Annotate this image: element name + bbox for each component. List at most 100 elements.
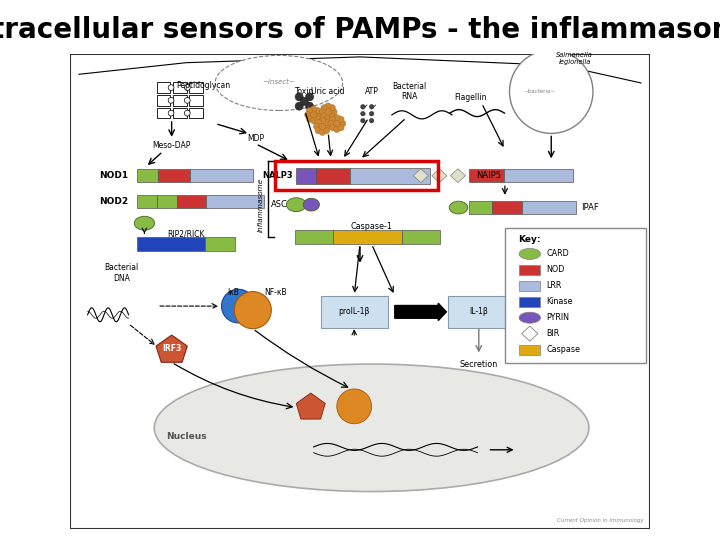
- Text: Salmonella
legionella: Salmonella legionella: [556, 52, 593, 65]
- Text: Nucleus: Nucleus: [166, 432, 207, 441]
- Ellipse shape: [154, 364, 589, 491]
- Text: IκB: IκB: [228, 288, 240, 297]
- Text: proIL-1β: proIL-1β: [338, 307, 370, 316]
- Text: Kinase: Kinase: [546, 297, 572, 306]
- Text: ATP: ATP: [364, 87, 379, 96]
- Circle shape: [329, 113, 336, 119]
- Circle shape: [323, 119, 330, 125]
- Circle shape: [310, 112, 317, 118]
- Text: NOD: NOD: [546, 265, 564, 274]
- Circle shape: [319, 123, 325, 130]
- Text: MDP: MDP: [247, 133, 264, 143]
- FancyBboxPatch shape: [519, 297, 540, 307]
- Text: Intracellular sensors of PAMPs - the inflammasome: Intracellular sensors of PAMPs - the inf…: [0, 16, 720, 44]
- Circle shape: [330, 109, 337, 115]
- Circle shape: [315, 116, 321, 122]
- Circle shape: [310, 118, 317, 124]
- Text: NOD2: NOD2: [99, 197, 128, 206]
- Circle shape: [315, 119, 321, 125]
- Circle shape: [361, 111, 365, 116]
- Circle shape: [325, 123, 331, 130]
- Circle shape: [234, 292, 271, 329]
- FancyBboxPatch shape: [469, 201, 492, 214]
- Circle shape: [315, 127, 321, 134]
- Text: NOD1: NOD1: [99, 171, 128, 180]
- Ellipse shape: [303, 198, 320, 211]
- Circle shape: [338, 116, 344, 123]
- Text: ~bacteria~: ~bacteria~: [523, 89, 556, 94]
- Circle shape: [333, 120, 340, 127]
- Text: IRF3: IRF3: [162, 344, 181, 353]
- Circle shape: [305, 112, 311, 118]
- FancyBboxPatch shape: [173, 108, 186, 118]
- FancyBboxPatch shape: [156, 108, 171, 118]
- Text: Peptidoglycan: Peptidoglycan: [176, 82, 230, 90]
- Circle shape: [369, 118, 374, 123]
- Text: NF-κB: NF-κB: [265, 288, 287, 297]
- FancyBboxPatch shape: [522, 201, 576, 214]
- FancyBboxPatch shape: [448, 296, 510, 328]
- Circle shape: [319, 118, 325, 124]
- Ellipse shape: [215, 56, 343, 111]
- FancyBboxPatch shape: [137, 195, 157, 208]
- Circle shape: [168, 110, 174, 116]
- Polygon shape: [413, 168, 428, 183]
- FancyBboxPatch shape: [504, 169, 573, 183]
- FancyBboxPatch shape: [71, 54, 649, 529]
- Circle shape: [361, 104, 365, 109]
- Text: Caspase: Caspase: [546, 345, 580, 354]
- Polygon shape: [296, 393, 325, 419]
- FancyBboxPatch shape: [158, 169, 189, 183]
- Circle shape: [184, 110, 190, 116]
- Ellipse shape: [134, 216, 155, 230]
- Circle shape: [313, 123, 320, 130]
- FancyBboxPatch shape: [206, 195, 264, 208]
- Circle shape: [337, 389, 372, 424]
- FancyBboxPatch shape: [137, 169, 158, 183]
- Text: Bacterial
RNA: Bacterial RNA: [392, 82, 426, 102]
- Circle shape: [333, 126, 340, 132]
- FancyBboxPatch shape: [333, 230, 402, 245]
- Circle shape: [300, 97, 308, 106]
- Circle shape: [330, 124, 336, 131]
- Circle shape: [338, 124, 344, 131]
- Text: Inflammasome: Inflammasome: [257, 178, 264, 232]
- Circle shape: [305, 93, 314, 101]
- Circle shape: [168, 85, 174, 91]
- Circle shape: [333, 114, 340, 121]
- FancyBboxPatch shape: [469, 169, 504, 183]
- Polygon shape: [451, 168, 465, 183]
- Text: Key:: Key:: [518, 235, 540, 244]
- FancyBboxPatch shape: [173, 83, 186, 93]
- Circle shape: [369, 104, 374, 109]
- Text: IPAF: IPAF: [581, 203, 599, 212]
- FancyBboxPatch shape: [519, 345, 540, 355]
- FancyBboxPatch shape: [505, 228, 647, 363]
- Text: LRR: LRR: [546, 281, 562, 291]
- FancyBboxPatch shape: [295, 230, 333, 245]
- FancyBboxPatch shape: [189, 108, 203, 118]
- Text: Uric acid: Uric acid: [311, 87, 345, 96]
- Circle shape: [319, 129, 325, 136]
- Text: Secretion: Secretion: [459, 360, 498, 368]
- Text: BIR: BIR: [546, 329, 559, 338]
- FancyBboxPatch shape: [519, 265, 540, 275]
- FancyBboxPatch shape: [137, 238, 204, 251]
- Circle shape: [329, 105, 336, 111]
- Text: IL-1β: IL-1β: [469, 307, 488, 316]
- Polygon shape: [156, 335, 187, 362]
- FancyBboxPatch shape: [204, 238, 235, 251]
- FancyBboxPatch shape: [156, 95, 171, 106]
- FancyBboxPatch shape: [296, 167, 316, 184]
- Text: Flagellin: Flagellin: [454, 93, 486, 102]
- Circle shape: [306, 107, 312, 114]
- Circle shape: [184, 97, 190, 103]
- Circle shape: [295, 102, 303, 110]
- Ellipse shape: [287, 198, 306, 212]
- Circle shape: [325, 109, 331, 115]
- Ellipse shape: [519, 312, 541, 323]
- Text: NALP3: NALP3: [263, 171, 293, 180]
- Ellipse shape: [449, 201, 468, 214]
- FancyBboxPatch shape: [320, 296, 388, 328]
- FancyBboxPatch shape: [189, 95, 203, 106]
